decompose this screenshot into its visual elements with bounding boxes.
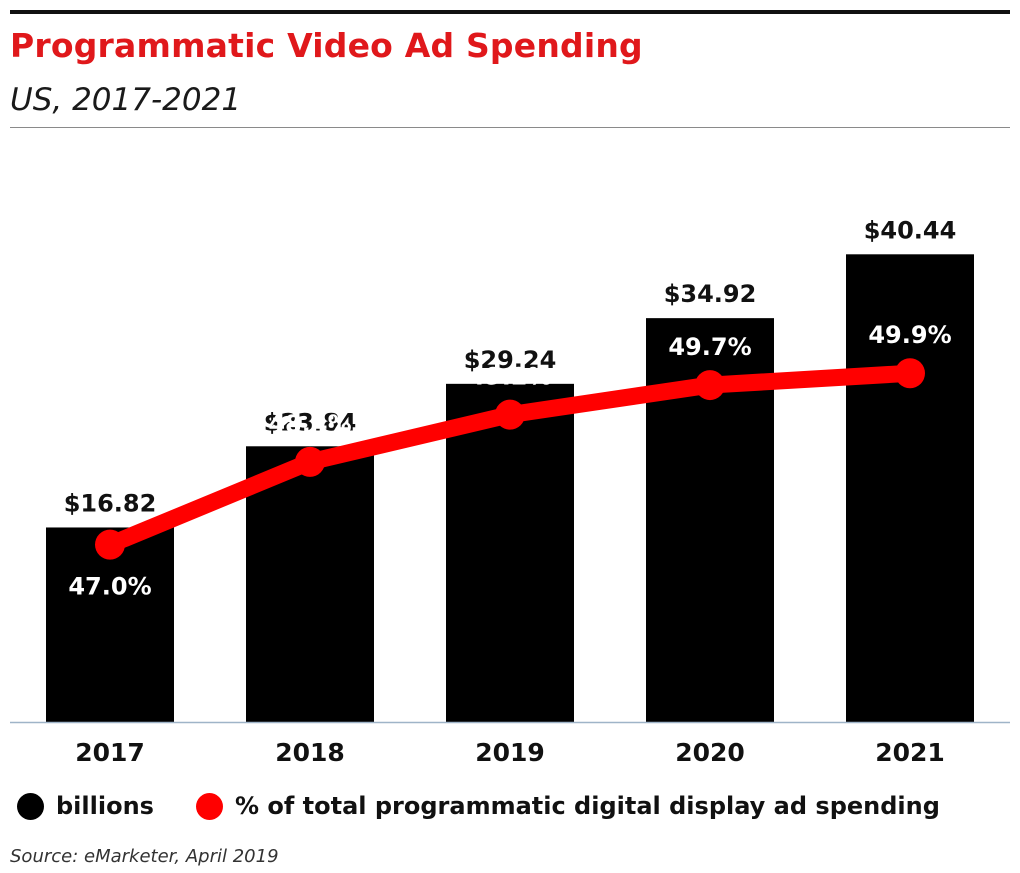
subtitle-rule	[10, 127, 1010, 128]
share-value-label: 48.4%	[268, 410, 351, 438]
chart-subtitle: US, 2017-2021	[10, 82, 242, 118]
source-note: Source: eMarketer, April 2019	[10, 846, 279, 867]
share-value-label: 47.0%	[68, 573, 151, 601]
x-tick-label: 2021	[875, 738, 945, 767]
x-tick-label: 2020	[675, 738, 745, 767]
bar-value-label: $34.92	[664, 280, 757, 308]
share-value-label: 49.2%	[468, 363, 551, 391]
share-value-label: 49.9%	[868, 321, 951, 349]
chart-title: Programmatic Video Ad Spending	[10, 26, 643, 65]
bar-value-label: $40.44	[864, 216, 957, 244]
x-tick-label: 2018	[275, 738, 345, 767]
legend-swatch-share	[195, 792, 223, 820]
legend-label-share: % of total programmatic digital display …	[234, 792, 940, 820]
bar-2019	[446, 383, 574, 722]
share-value-label: 49.7%	[668, 333, 751, 361]
share-point-2021	[895, 358, 925, 389]
bar-2018	[246, 446, 374, 722]
x-tick-label: 2017	[75, 738, 145, 767]
legend-label-billions: billions	[56, 792, 154, 820]
share-point-2020	[695, 370, 725, 401]
bar-value-label: $23.84	[264, 408, 357, 436]
share-point-2018	[295, 446, 325, 477]
share-point-2017	[95, 529, 125, 560]
bar-value-label: $29.24	[464, 346, 557, 374]
bar-2021	[846, 254, 974, 722]
legend-swatch-billions	[17, 792, 44, 820]
legend: billions % of total programmatic digital…	[17, 788, 982, 824]
bar-2017	[46, 527, 174, 722]
bar-value-label: $16.82	[64, 489, 157, 517]
legend-item-share: % of total programmatic digital display …	[195, 792, 940, 820]
legend-item-billions: billions	[17, 792, 154, 820]
x-tick-label: 2019	[475, 738, 545, 767]
top-rule	[10, 10, 1010, 14]
share-point-2019	[495, 399, 525, 430]
